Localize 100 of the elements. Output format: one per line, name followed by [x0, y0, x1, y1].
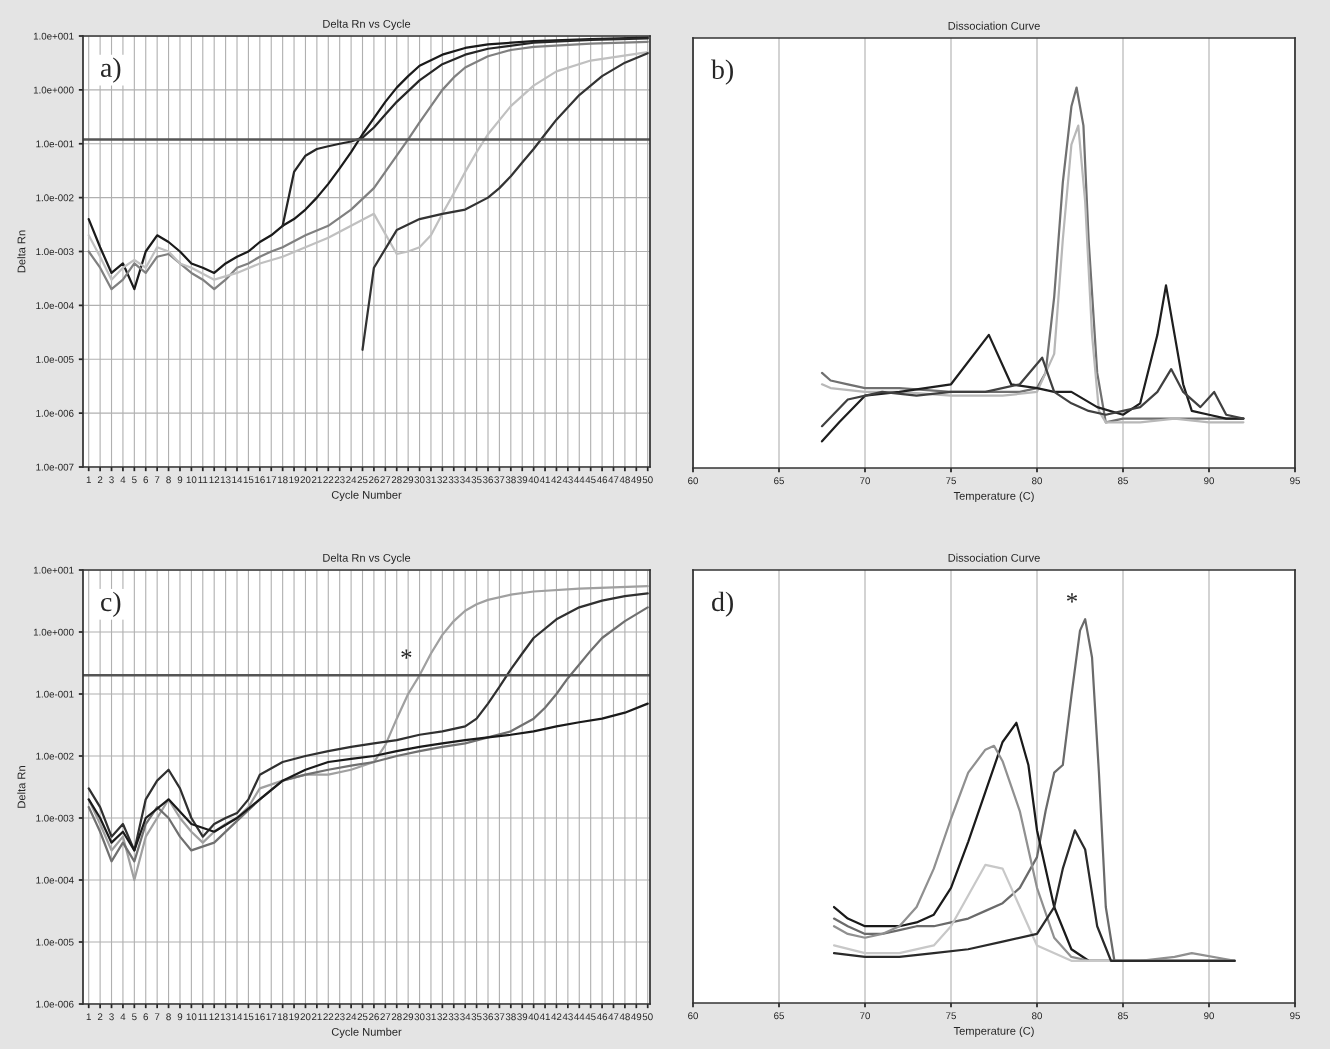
- y-tick-label: 1.0e-005: [36, 938, 74, 946]
- x-tick-label: 12: [209, 1013, 220, 1021]
- x-tick-label: 33: [448, 1013, 459, 1021]
- x-tick-label: 90: [1204, 1012, 1215, 1020]
- x-tick-label: 30: [414, 476, 425, 484]
- x-tick-label: 65: [774, 1012, 784, 1020]
- x-tick-label: 8: [166, 476, 171, 484]
- x-tick-label: 48: [619, 1013, 630, 1021]
- x-tick-label: 49: [631, 1013, 642, 1021]
- x-tick-label: 45: [585, 476, 596, 484]
- x-tick-label: 29: [403, 476, 414, 484]
- x-tick-label: 48: [619, 476, 630, 484]
- x-axis-title: Temperature (C): [953, 491, 1034, 502]
- x-tick-label: 21: [311, 1013, 322, 1021]
- x-tick-label: 42: [551, 476, 562, 484]
- x-axis-title: Temperature (C): [953, 1026, 1034, 1037]
- x-tick-label: 36: [482, 476, 493, 484]
- annotation: *: [1066, 593, 1078, 603]
- x-tick-label: 29: [403, 1013, 414, 1021]
- x-tick-label: 25: [357, 1013, 368, 1021]
- x-tick-label: 41: [539, 476, 550, 484]
- y-tick-label: 1.0e-004: [36, 302, 74, 309]
- x-tick-label: 65: [774, 477, 784, 485]
- x-tick-label: 80: [1032, 1012, 1043, 1020]
- annotation: *: [401, 649, 412, 659]
- chart-title: Dissociation Curve: [948, 21, 1040, 30]
- x-tick-label: 26: [369, 1013, 379, 1021]
- x-tick-label: 80: [1032, 477, 1043, 485]
- x-tick-label: 60: [688, 1012, 699, 1020]
- x-tick-label: 7: [154, 476, 160, 484]
- x-tick-label: 3: [109, 476, 114, 484]
- text: d): [712, 591, 733, 617]
- x-tick-label: 95: [1290, 477, 1300, 485]
- x-tick-label: 23: [334, 1013, 345, 1021]
- x-tick-label: 11: [198, 1013, 208, 1021]
- y-tick-label: 1.0e+000: [33, 86, 74, 94]
- y-tick-label: 1.0e-001: [36, 690, 74, 698]
- x-tick-label: 17: [266, 476, 277, 484]
- y-tick-label: 1.0e+001: [33, 566, 74, 574]
- x-tick-label: 32: [437, 1013, 448, 1021]
- x-tick-label: 85: [1118, 477, 1128, 485]
- x-tick-label: 33: [448, 476, 459, 484]
- x-tick-label: 20: [300, 476, 311, 484]
- y-tick-label: 1.0e+001: [33, 32, 74, 40]
- x-tick-label: 10: [186, 476, 197, 484]
- annotation: a): [100, 57, 121, 83]
- x-tick-label: 1: [86, 476, 91, 484]
- x-tick-label: 34: [460, 1013, 471, 1021]
- y-axis-title: Delta Rn: [17, 766, 26, 808]
- x-tick-label: 40: [528, 1013, 539, 1021]
- x-tick-label: 37: [494, 1013, 505, 1021]
- x-tick-label: 32: [437, 476, 448, 484]
- x-tick-label: 27: [380, 1013, 391, 1021]
- x-tick-label: 9: [177, 1013, 183, 1021]
- y-tick-label: 1.0e-007: [36, 463, 74, 471]
- x-tick-label: 24: [346, 1013, 357, 1021]
- y-tick-label: 1.0e+000: [33, 628, 74, 636]
- x-tick-label: 10: [186, 1013, 197, 1021]
- y-tick-label: 1.0e-004: [36, 876, 74, 884]
- x-tick-label: 30: [414, 1013, 425, 1021]
- x-tick-label: 31: [425, 476, 436, 484]
- chart-title: Delta Rn vs Cycle: [323, 553, 411, 564]
- y-tick-label: 1.0e-001: [36, 140, 74, 148]
- x-tick-label: 60: [688, 477, 699, 485]
- y-tick-label: 1.0e-006: [36, 1000, 74, 1008]
- x-tick-label: 35: [471, 476, 482, 484]
- x-tick-label: 23: [334, 476, 345, 484]
- x-tick-label: 13: [220, 1013, 231, 1021]
- x-tick-label: 13: [220, 476, 231, 484]
- y-tick-label: 1.0e-002: [36, 752, 74, 760]
- x-tick-label: 46: [596, 1013, 608, 1021]
- x-tick-label: 22: [323, 1013, 334, 1021]
- x-tick-label: 37: [494, 476, 505, 484]
- x-tick-label: 43: [562, 476, 573, 484]
- text: b): [711, 59, 733, 85]
- x-tick-label: 5: [132, 1013, 137, 1021]
- x-tick-label: 20: [300, 1013, 311, 1021]
- x-tick-label: 47: [608, 1013, 619, 1021]
- y-tick-label: 1.0e-003: [36, 814, 74, 822]
- x-tick-label: 19: [289, 476, 299, 484]
- x-tick-label: 6: [143, 1013, 149, 1021]
- x-tick-label: 40: [528, 476, 539, 484]
- x-tick-label: 4: [120, 476, 126, 484]
- x-tick-label: 28: [391, 476, 402, 484]
- x-tick-label: 5: [132, 476, 137, 484]
- x-axis-title: Cycle Number: [331, 1027, 402, 1038]
- x-tick-label: 75: [946, 1012, 956, 1020]
- y-tick-label: 1.0e-006: [36, 409, 74, 417]
- x-tick-label: 47: [608, 476, 619, 484]
- x-tick-label: 95: [1290, 1012, 1300, 1020]
- x-tick-label: 19: [289, 1013, 299, 1021]
- x-tick-label: 2: [97, 476, 103, 484]
- y-axis-title: Delta Rn: [17, 230, 26, 273]
- x-tick-label: 46: [596, 476, 608, 484]
- x-tick-label: 49: [631, 476, 642, 484]
- x-tick-label: 14: [232, 476, 243, 484]
- x-tick-label: 15: [243, 1013, 254, 1021]
- x-tick-label: 18: [277, 1013, 288, 1021]
- x-tick-label: 45: [585, 1013, 596, 1021]
- x-tick-label: 15: [243, 476, 254, 484]
